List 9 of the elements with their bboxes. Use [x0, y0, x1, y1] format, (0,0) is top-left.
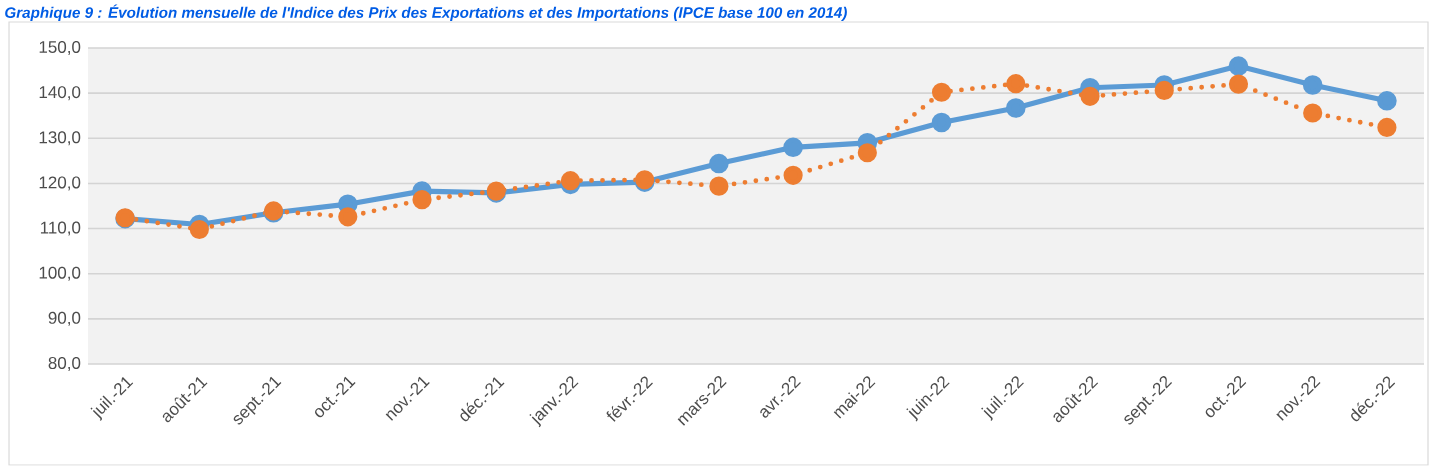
y-tick-label: 100,0 [39, 266, 81, 281]
y-tick-label: 80,0 [48, 356, 81, 372]
y-tick-label: 90,0 [48, 311, 81, 326]
y-tick-label: 150,0 [39, 40, 81, 56]
y-tick-label: 130,0 [39, 131, 81, 146]
chart-title: Graphique 9 : Évolution mensuelle de l'Indice des Prix des Exportations et des Importations (IPCE base 100 en 2014) [5, 4, 847, 21]
y-tick-label: 140,0 [39, 86, 81, 101]
y-tick-label: 120,0 [39, 176, 81, 191]
y-tick-label: 110,0 [40, 221, 81, 236]
